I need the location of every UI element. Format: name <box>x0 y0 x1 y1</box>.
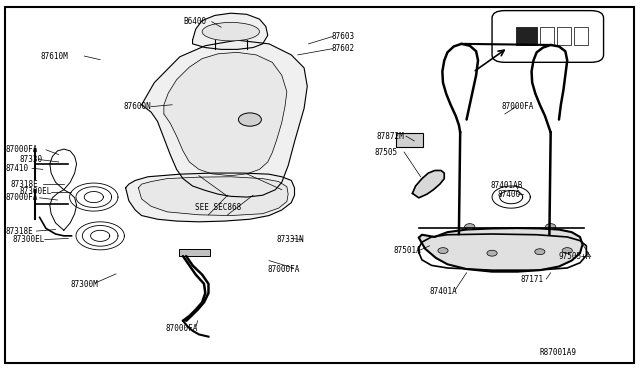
Circle shape <box>535 249 545 255</box>
Text: 87600N: 87600N <box>124 102 152 111</box>
Text: 87400: 87400 <box>497 190 520 199</box>
Text: 87330: 87330 <box>19 155 42 164</box>
Text: 97505+A: 97505+A <box>559 252 591 262</box>
Bar <box>574 27 588 45</box>
Circle shape <box>438 248 448 254</box>
Text: 87300EL: 87300EL <box>13 235 45 244</box>
Text: 87401A: 87401A <box>429 287 458 296</box>
Bar <box>557 27 571 45</box>
Text: 87318E: 87318E <box>11 180 38 189</box>
Text: 87300M: 87300M <box>70 280 98 289</box>
Bar <box>516 27 537 45</box>
Text: 87000FA: 87000FA <box>6 193 38 202</box>
Circle shape <box>562 248 572 254</box>
Text: 87505: 87505 <box>374 148 397 157</box>
Text: 87171: 87171 <box>521 275 544 283</box>
Text: 87501A: 87501A <box>394 246 421 255</box>
Text: 87872M: 87872M <box>376 132 404 141</box>
Polygon shape <box>419 228 582 272</box>
FancyBboxPatch shape <box>492 11 604 62</box>
Bar <box>396 133 423 147</box>
Text: 87300EL: 87300EL <box>19 187 52 196</box>
Polygon shape <box>412 170 444 198</box>
Bar <box>179 249 211 256</box>
Text: R87001A9: R87001A9 <box>540 349 577 357</box>
Text: 87318E: 87318E <box>6 227 33 235</box>
Text: 87000FA: 87000FA <box>6 145 38 154</box>
Circle shape <box>239 113 261 126</box>
Polygon shape <box>164 52 287 176</box>
Polygon shape <box>193 13 268 49</box>
Polygon shape <box>138 177 288 215</box>
Circle shape <box>465 224 475 230</box>
Text: 87000FA: 87000FA <box>502 102 534 111</box>
Text: 87410: 87410 <box>6 164 29 173</box>
Circle shape <box>487 250 497 256</box>
Text: SEE SEC868: SEE SEC868 <box>195 203 241 212</box>
Text: 87401AB: 87401AB <box>491 181 523 190</box>
Polygon shape <box>125 173 294 222</box>
Ellipse shape <box>202 22 259 41</box>
Polygon shape <box>141 40 307 197</box>
Circle shape <box>545 224 556 230</box>
Text: B6400: B6400 <box>183 17 206 26</box>
Bar <box>540 27 554 45</box>
Text: 87603: 87603 <box>332 32 355 41</box>
Text: 87000FA: 87000FA <box>268 264 300 273</box>
Text: 87602: 87602 <box>332 44 355 53</box>
Text: 87610M: 87610M <box>41 52 68 61</box>
Text: 87331N: 87331N <box>276 235 305 244</box>
Text: 87000FA: 87000FA <box>166 324 198 333</box>
